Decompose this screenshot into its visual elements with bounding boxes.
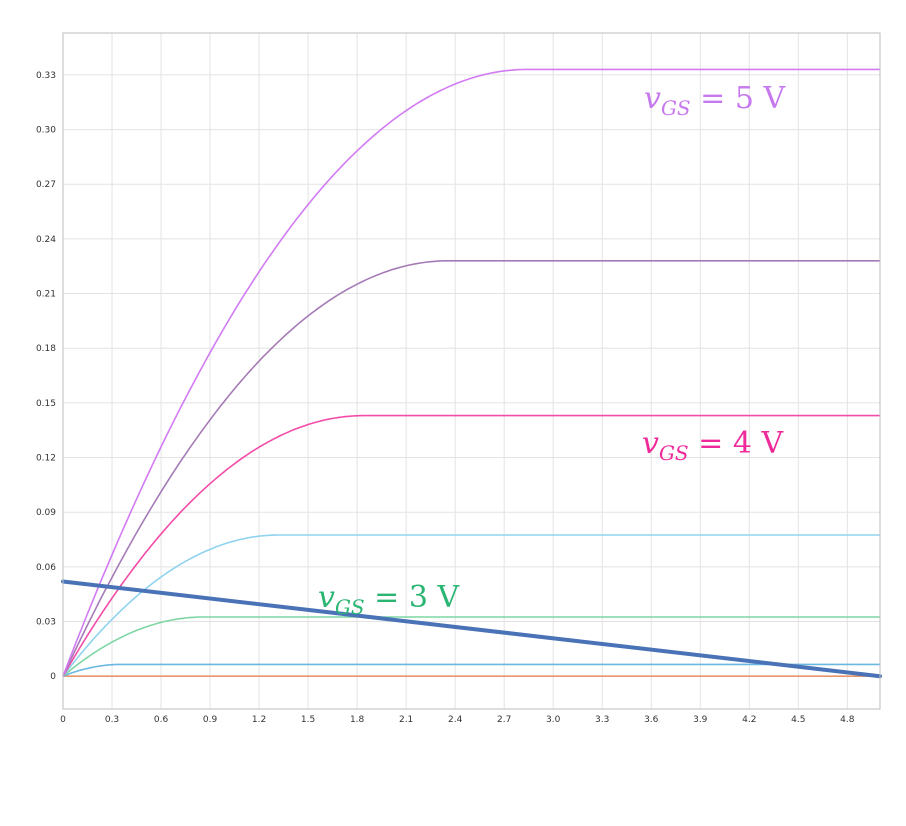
y-tick-label: 0.09	[36, 508, 56, 518]
annotation-vgs5: vGS = 5 V	[644, 81, 786, 120]
y-tick-label: 0.15	[36, 399, 56, 409]
x-tick-label: 0.9	[203, 715, 218, 725]
x-tick-label: 0.6	[154, 715, 169, 725]
y-tick-label: 0.30	[36, 126, 56, 136]
x-tick-label: 3.6	[644, 715, 659, 725]
y-tick-label: 0.21	[36, 290, 56, 300]
annotation-vgs4: vGS = 4 V	[642, 426, 784, 465]
x-tick-label: 4.2	[742, 715, 756, 725]
y-tick-label: 0.03	[36, 618, 56, 628]
y-tick-label: 0.18	[36, 344, 56, 354]
x-tick-label: 4.5	[791, 715, 805, 725]
x-tick-label: 4.8	[840, 715, 855, 725]
x-tick-label: 2.7	[497, 715, 511, 725]
annotation-vgs3: vGS = 3 V	[318, 580, 460, 619]
y-tick-label: 0	[50, 672, 56, 682]
x-tick-label: 3.3	[595, 715, 609, 725]
y-axis-ticks: 0 0.03 0.06 0.09 0.12 0.15 0.18 0.21 0.24 0.27 0.3…	[36, 71, 56, 682]
series-line-2	[62, 616, 880, 677]
plot-frame	[62, 32, 881, 710]
chart-grid	[62, 33, 880, 709]
chart-series	[62, 68, 880, 678]
y-tick-label: 0.33	[36, 71, 56, 81]
series-line-3	[62, 534, 880, 677]
load-line	[61, 579, 882, 679]
series-line-5	[62, 259, 880, 677]
y-tick-label: 0.24	[36, 235, 56, 245]
x-tick-label: 2.4	[448, 715, 463, 725]
x-tick-label: 1.5	[301, 715, 315, 725]
x-tick-label: 3.9	[693, 715, 708, 725]
x-tick-label: 0.3	[105, 715, 119, 725]
x-tick-label: 3.0	[546, 715, 561, 725]
x-axis-ticks: 0 0.3 0.6 0.9 1.2 1.5 1.8 2.1 2.4 2.7 3.0 3.3 3.6 3.9…	[60, 715, 855, 725]
x-tick-label: 1.8	[350, 715, 365, 725]
y-tick-label: 0.12	[36, 454, 56, 464]
series-line-1	[62, 663, 880, 677]
series-line-4	[62, 414, 880, 677]
y-tick-label: 0.06	[36, 563, 56, 573]
x-tick-label: 2.1	[399, 715, 413, 725]
series-line-6	[62, 68, 880, 677]
x-tick-label: 1.2	[252, 715, 266, 725]
y-tick-label: 0.27	[36, 180, 56, 190]
chart-load-line	[61, 579, 882, 679]
x-tick-label: 0	[60, 715, 66, 725]
